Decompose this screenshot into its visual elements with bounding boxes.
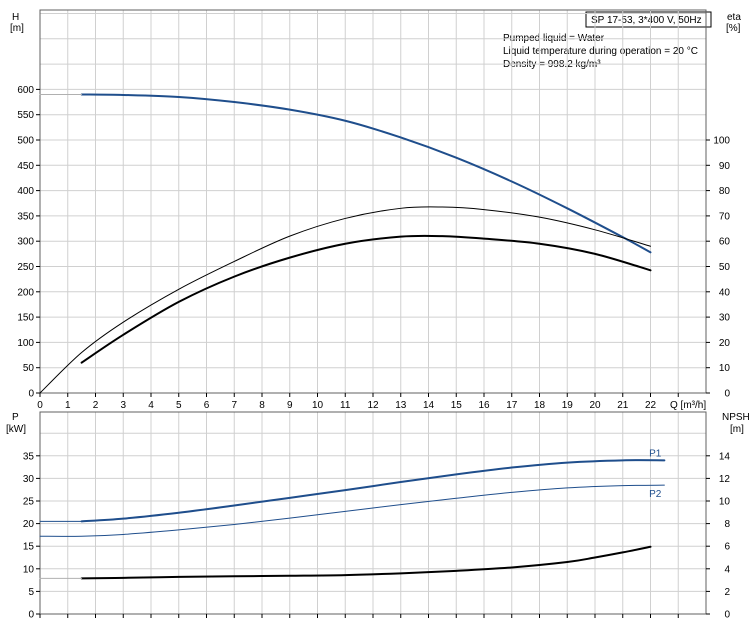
- x-tick-label: 17: [506, 400, 518, 411]
- x-tick-label: 11: [340, 400, 351, 411]
- top-left-tick-label: 250: [17, 262, 34, 273]
- bottom-left-tick-label: 25: [23, 497, 35, 508]
- right-axis-unit-top: [%]: [726, 23, 741, 34]
- x-tick-label: 16: [478, 400, 490, 411]
- bottom-left-tick-label: 35: [23, 451, 35, 462]
- bottom-left-tick-label: 30: [23, 474, 35, 485]
- x-tick-label: 18: [534, 400, 546, 411]
- top-right-tick-label: 40: [719, 287, 731, 298]
- bottom-right-tick-label: 10: [719, 497, 731, 508]
- top-left-tick-label: 100: [17, 338, 34, 349]
- x-tick-label: 13: [395, 400, 407, 411]
- x-tick-label: 15: [451, 400, 463, 411]
- note-liquid-temp: Liquid temperature during operation = 20…: [503, 46, 698, 57]
- bottom-left-tick-label: 15: [23, 542, 35, 553]
- title-box-text: SP 17-53, 3*400 V, 50Hz: [591, 15, 702, 26]
- top-left-tick-label: 150: [17, 313, 34, 324]
- left-axis-label-top: H: [12, 12, 19, 23]
- top-series-0: [80, 93, 652, 254]
- title-box: [585, 11, 712, 28]
- bottom-right-tick-label: 14: [719, 451, 731, 462]
- bottom-left-tick-label: 5: [28, 587, 34, 598]
- top-right-tick-label: 50: [719, 262, 731, 273]
- x-axis-label: Q [m³/h]: [670, 400, 706, 411]
- top-right-tick-label: 30: [719, 313, 731, 324]
- top-right-tick-label: 80: [719, 186, 731, 197]
- top-right-tick-label: 0: [724, 389, 730, 400]
- left-axis-unit-bottom: [kW]: [6, 424, 26, 435]
- top-left-tick-label: 200: [17, 287, 34, 298]
- right-axis-label-top: eta: [727, 12, 741, 23]
- top-left-tick-label: 350: [17, 211, 34, 222]
- bottom-series-0: [80, 459, 666, 523]
- bottom-left-tick-label: 0: [28, 610, 34, 621]
- top-left-tick-label: 400: [17, 186, 34, 197]
- bottom-left-tick-label: 20: [23, 519, 35, 530]
- top-series-2: [39, 206, 651, 394]
- top-left-tick-label: 600: [17, 85, 34, 96]
- bottom-right-tick-label: 6: [724, 542, 730, 553]
- bottom-series-label-P1: P1: [649, 448, 662, 459]
- left-axis-unit-top: [m]: [10, 23, 24, 34]
- x-tick-label: 7: [231, 400, 237, 411]
- top-left-tick-label: 0: [28, 389, 34, 400]
- x-tick-label: 19: [562, 400, 574, 411]
- top-right-tick-label: 90: [719, 161, 731, 172]
- x-tick-label: 8: [259, 400, 265, 411]
- x-tick-label: 1: [65, 400, 71, 411]
- top-left-tick-label: 450: [17, 161, 34, 172]
- right-axis-unit-bottom: [m]: [730, 424, 744, 435]
- x-tick-label: 12: [367, 400, 379, 411]
- top-right-tick-label: 100: [713, 136, 730, 147]
- bottom-panel: P [kW] NPSH [m]: [6, 412, 750, 435]
- top-right-tick-label: 60: [719, 237, 731, 248]
- x-tick-label: 22: [645, 400, 657, 411]
- bottom-right-tick-label: 8: [724, 519, 730, 530]
- right-axis-label-bottom: NPSH: [722, 412, 750, 423]
- x-tick-label: 14: [423, 400, 435, 411]
- top-left-tick-label: 300: [17, 237, 34, 248]
- bottom-right-tick-label: 12: [719, 474, 731, 485]
- left-axis-label-bottom: P: [12, 412, 19, 423]
- top-left-tick-label: 50: [23, 363, 35, 374]
- bottom-left-tick-label: 10: [23, 564, 35, 575]
- top-series-3: [80, 234, 652, 364]
- x-tick-label: 5: [176, 400, 182, 411]
- bottom-right-tick-label: 2: [724, 587, 730, 598]
- x-tick-label: 3: [120, 400, 126, 411]
- bottom-series-label-P2: P2: [649, 489, 662, 500]
- x-tick-label: 20: [589, 400, 601, 411]
- x-tick-label: 0: [37, 400, 43, 411]
- top-left-tick-label: 500: [17, 136, 34, 147]
- x-tick-label: 4: [148, 400, 154, 411]
- top-right-tick-label: 20: [719, 338, 731, 349]
- chart-marks: 0501001502002503003504004505005506000102…: [17, 9, 731, 621]
- top-right-tick-label: 70: [719, 211, 731, 222]
- x-tick-label: 10: [312, 400, 324, 411]
- bottom-series-2: [39, 484, 665, 537]
- top-right-tick-label: 10: [719, 363, 731, 374]
- bottom-right-tick-label: 0: [724, 610, 730, 621]
- x-tick-label: 21: [617, 400, 629, 411]
- bottom-right-tick-label: 4: [724, 564, 730, 575]
- bottom-series-3: [80, 545, 652, 580]
- x-tick-label: 6: [204, 400, 210, 411]
- x-tick-label: 9: [287, 400, 293, 411]
- x-tick-label: 2: [93, 400, 99, 411]
- top-left-tick-label: 550: [17, 110, 34, 121]
